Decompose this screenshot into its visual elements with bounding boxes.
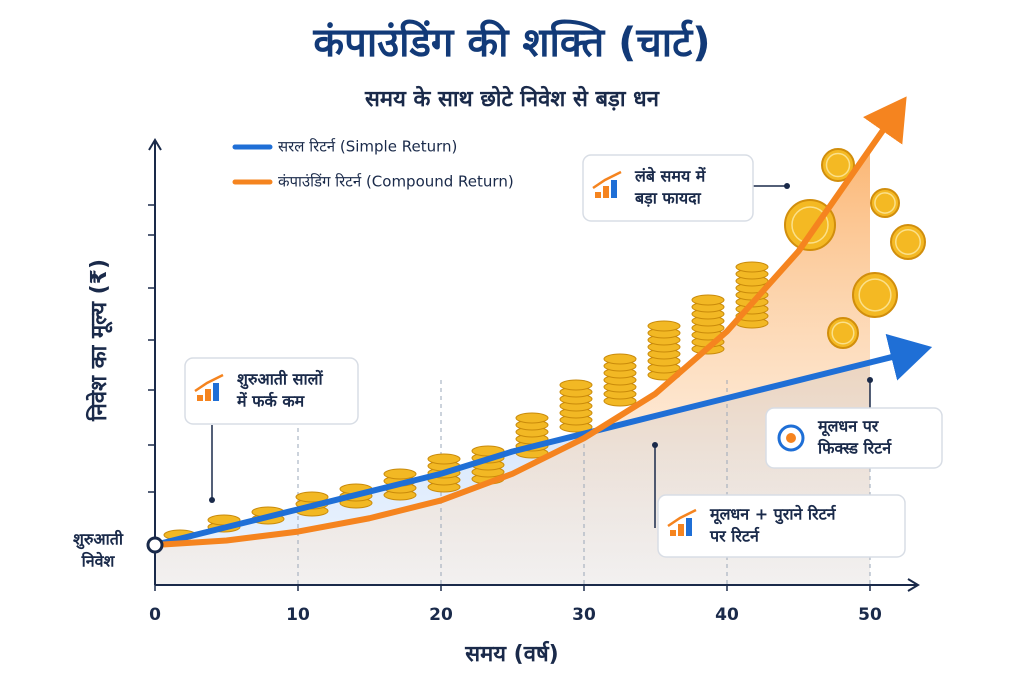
- growth-icon: [686, 518, 692, 536]
- growth-icon: [197, 395, 203, 401]
- coin-inner: [825, 152, 851, 178]
- x-tick-label: 40: [715, 605, 739, 625]
- callout-box: [765, 407, 943, 469]
- callout-text: पर रिटर्न: [709, 527, 760, 546]
- callout-text: मूलधन पर: [817, 417, 880, 437]
- x-tick-label: 50: [858, 605, 882, 625]
- series-line: [152, 145, 873, 548]
- coin-inner: [791, 206, 829, 244]
- callout-box: [657, 494, 906, 558]
- y-axis-arrow: [148, 138, 162, 151]
- callout-text: बड़ा फायदा: [634, 189, 702, 208]
- growth-icon: [678, 524, 684, 536]
- callout-text: लंबे समय में: [634, 167, 707, 186]
- x-tick-label: 0: [149, 605, 161, 625]
- series-arrow: [869, 333, 933, 381]
- callout-text: मूलधन + पुराने रिटर्न: [709, 505, 837, 525]
- growth-icon: [667, 508, 697, 528]
- callout-box: [184, 357, 359, 425]
- callout-text: में फर्क कम: [236, 392, 306, 411]
- chart-subtitle: समय के साथ छोटे निवेश से बड़ा धन: [364, 85, 660, 112]
- y-axis-label: निवेश का मूल्य (₹): [85, 259, 113, 422]
- legend-label: सरल रिटर्न (Simple Return): [278, 138, 457, 156]
- coin: [603, 353, 637, 365]
- callout-box: [582, 154, 754, 222]
- area-orange: [155, 148, 870, 585]
- coin: [691, 294, 725, 306]
- start-label: शुरुआती: [73, 530, 124, 550]
- callout-dot: [209, 497, 215, 503]
- callout-dot: [652, 442, 658, 448]
- chart-title: कंपाउंडिंग की शक्ति (चार्ट): [312, 19, 710, 66]
- x-tick-label: 20: [429, 605, 453, 625]
- growth-icon: [205, 389, 211, 401]
- coin: [647, 320, 681, 332]
- coin-inner: [895, 229, 921, 255]
- coin-inner: [831, 321, 855, 345]
- callout-dot: [867, 377, 873, 383]
- callout-dot: [784, 183, 790, 189]
- growth-icon: [603, 186, 609, 198]
- start-label: निवेश: [81, 552, 116, 571]
- coin: [559, 379, 593, 391]
- legend-label: कंपाउंडिंग रिटर्न (Compound Return): [278, 173, 514, 191]
- coin: [427, 453, 461, 465]
- x-axis-arrow: [907, 578, 920, 592]
- target-icon: [786, 433, 796, 443]
- growth-icon: [213, 383, 219, 401]
- x-axis-label: समय (वर्ष): [464, 640, 559, 667]
- callout-text: फिक्स्ड रिटर्न: [817, 439, 892, 458]
- series-arrow: [862, 96, 907, 151]
- series-line: [152, 359, 873, 548]
- coin: [735, 261, 769, 273]
- x-tick-label: 30: [572, 605, 596, 625]
- coin: [295, 491, 329, 503]
- growth-icon: [194, 373, 224, 393]
- growth-icon: [595, 192, 601, 198]
- start-point: [146, 536, 164, 554]
- coin: [383, 468, 417, 480]
- growth-icon: [611, 180, 617, 198]
- coin-inner: [858, 278, 892, 312]
- growth-icon: [592, 170, 622, 190]
- coin: [515, 412, 549, 424]
- callout-text: शुरुआती सालों: [237, 370, 324, 390]
- growth-icon: [670, 530, 676, 536]
- x-tick-label: 10: [286, 605, 310, 625]
- coin-inner: [874, 192, 896, 214]
